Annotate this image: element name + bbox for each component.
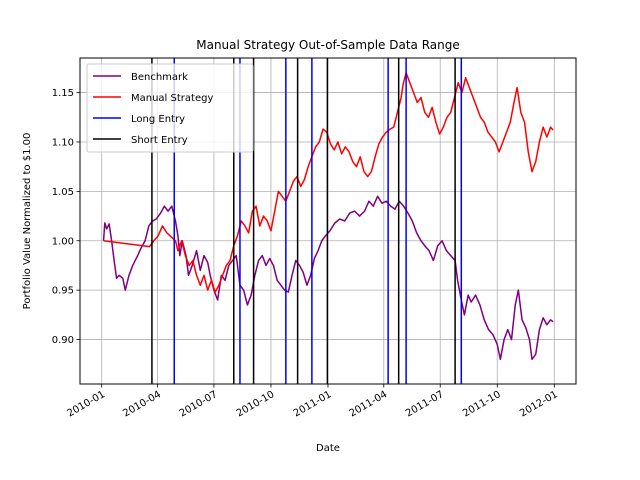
long-entry-legend-label: Long Entry [131,114,185,125]
benchmark-line [102,195,554,361]
series-layer [102,58,554,384]
y-tick-label: 1.10 [52,137,74,148]
legend: Benchmark Manual Strategy Long Entry Short … [86,63,254,153]
legend-box [86,63,254,153]
chart-title: Manual Strategy Out-of-Sample Data Range [196,38,460,52]
y-tick-label: 0.90 [52,335,74,346]
manual-strategy-legend-label: Manual Strategy [131,93,213,104]
benchmark-legend-label: Benchmark [131,72,188,83]
y-axis-title: Portfolio Value Normalized to $1.00 [22,133,33,310]
manual-strategy-line [103,72,554,293]
y-tick-label: 1.05 [52,187,74,198]
y-tick-label: 1.15 [52,88,74,99]
y-tick-label: 0.95 [52,286,74,297]
x-axis-title: Date [316,443,340,454]
plot-frame [79,57,577,385]
y-tick-label: 1.00 [52,236,74,247]
short-entry-legend-label: Short Entry [131,135,188,146]
